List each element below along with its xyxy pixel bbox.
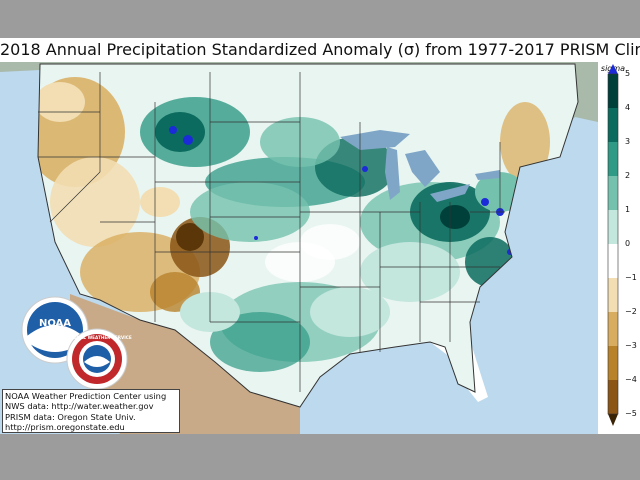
colorbar-band-n4-n5 bbox=[608, 380, 618, 414]
colorbar-band-n2-n3 bbox=[608, 312, 618, 346]
colorbar-band-n3-n4 bbox=[608, 346, 618, 380]
map-canvas: NOAA NATIONAL WEATHER SERVICE bbox=[0, 62, 598, 434]
colorbar-tick-label: −5 bbox=[625, 409, 637, 418]
nws-logo: NATIONAL WEATHER SERVICE bbox=[62, 328, 132, 390]
colorbar-scale bbox=[607, 64, 619, 426]
colorbar-tick-label: −2 bbox=[625, 307, 637, 316]
lake-huron bbox=[405, 150, 440, 187]
colorbar-band-3-2 bbox=[608, 142, 618, 176]
colorbar-tick-label: −1 bbox=[625, 273, 637, 282]
colorbar-tick-labels: 5 4 3 2 1 0 −1 −2 −3 −4 −5 bbox=[598, 62, 640, 434]
colorbar-band-4-3 bbox=[608, 108, 618, 142]
lake-erie bbox=[430, 184, 470, 202]
credit-line-4: http://prism.oregonstate.edu bbox=[5, 422, 125, 433]
colorbar-tick-label: 3 bbox=[625, 137, 631, 146]
state-borders bbox=[37, 63, 579, 408]
noaa-logo-text: NOAA bbox=[39, 318, 71, 329]
colorbar-band-2-1 bbox=[608, 176, 618, 210]
lake-ontario bbox=[475, 170, 500, 180]
lake-superior bbox=[340, 130, 410, 150]
lake-michigan bbox=[385, 147, 400, 200]
colorbar-tick-label: 0 bbox=[625, 239, 631, 248]
data-credit-box: NOAA Weather Prediction Center using NWS… bbox=[2, 389, 180, 433]
credit-line-2: NWS data: http://water.weather.gov bbox=[5, 401, 154, 412]
anomaly-fields bbox=[38, 77, 550, 372]
precipitation-anomaly-map: NOAA NATIONAL WEATHER SERVICE bbox=[0, 62, 598, 434]
nws-logo-text: NATIONAL WEATHER SERVICE bbox=[62, 335, 132, 340]
colorbar-tick-label: 2 bbox=[625, 171, 631, 180]
credit-line-3: PRISM data: Oregon State Univ. bbox=[5, 411, 136, 422]
colorbar-tick-label: −4 bbox=[625, 375, 637, 384]
map-title: 2018 Annual Precipitation Standardized A… bbox=[0, 38, 640, 62]
colorbar-band-n1-n2 bbox=[608, 278, 618, 312]
colorbar-wet-extreme-arrow bbox=[608, 64, 618, 74]
colorbar-band-1-0 bbox=[608, 210, 618, 244]
colorbar-band-5-4 bbox=[608, 74, 618, 108]
colorbar-tick-label: 4 bbox=[625, 103, 631, 112]
colorbar-dry-extreme-arrow bbox=[608, 414, 618, 426]
colorbar-band-0-n1 bbox=[608, 244, 618, 278]
colorbar-tick-label: −3 bbox=[625, 341, 637, 350]
colorbar-tick-label: 5 bbox=[625, 69, 631, 78]
colorbar-tick-label: 1 bbox=[625, 205, 631, 214]
credit-line-1: NOAA Weather Prediction Center using bbox=[5, 391, 167, 401]
